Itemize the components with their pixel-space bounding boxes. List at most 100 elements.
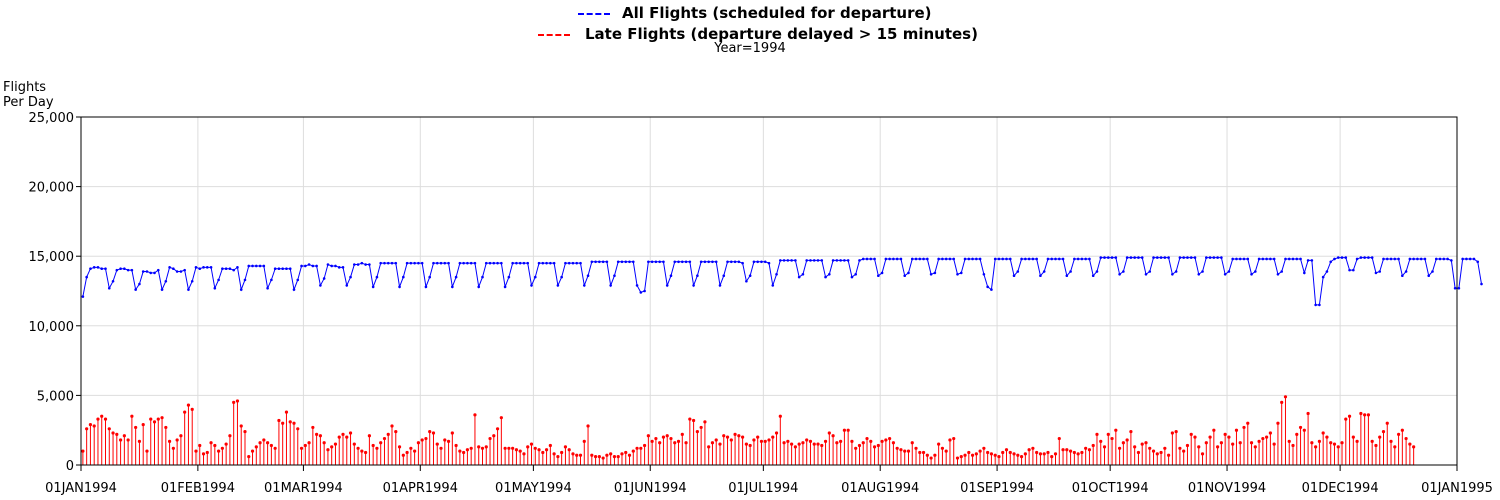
late-flights-point [431,431,436,435]
late-flights-point [201,452,206,456]
late-flights-point [364,450,368,455]
all-flights-point [1333,257,1336,261]
all-flights-point [835,259,839,262]
x-tick-label: 01FEB1994 [161,481,235,496]
all-flights-point [1261,257,1265,261]
all-flights-point [526,261,530,265]
late-flights-point [609,452,613,456]
late-flights-point [944,449,948,453]
late-flights-point [424,436,428,441]
all-flights-point [168,266,171,269]
all-flights-point [609,284,612,287]
late-flights-point [816,442,820,446]
all-flights-point [138,282,141,286]
late-flights-point [989,452,994,456]
all-flights-point [763,260,767,264]
late-flights-point [149,417,153,421]
all-flights-point [1397,257,1400,261]
all-flights-point [337,266,341,269]
all-flights-point [1050,257,1054,261]
all-flights-point [307,263,311,266]
all-flights-point [330,264,333,268]
all-flights-point [959,271,963,275]
all-flights-point [624,260,628,264]
late-flights-point [367,434,371,438]
all-flights-point [322,277,326,280]
all-flights-point [1205,256,1208,259]
late-flights-point [141,423,145,427]
all-flights-point [315,264,318,268]
all-flights-point [1291,257,1295,261]
all-flights-point [616,260,620,264]
all-flights-point [571,261,575,265]
late-flights-point [239,424,243,428]
all-flights-point [156,268,160,272]
late-flights-point [360,449,364,453]
late-flights-point [435,442,439,446]
late-flights-point [884,438,888,442]
late-flights-point [967,450,971,455]
late-flights-point [612,455,617,459]
late-flights-point [1027,448,1031,452]
late-flights-point [1031,446,1035,450]
all-flights-point [926,257,929,261]
late-flights-point [118,438,123,442]
all-flights-point [435,261,439,265]
all-flights-point [1340,256,1344,259]
late-flights-point [390,424,394,428]
x-tick-label: 01MAR1994 [264,481,343,496]
all-flights-point [680,260,684,264]
late-flights-point [284,410,289,414]
all-flights-point [639,291,643,294]
all-flights-point [1223,272,1227,276]
all-flights-point [1235,257,1238,261]
late-flights-point [122,434,126,438]
late-flights-point [1306,411,1310,416]
late-flights-point [503,446,507,450]
late-flights-point [428,429,432,434]
late-flights-point [1219,441,1223,445]
late-flights-point [134,425,138,430]
all-flights-point [884,257,888,261]
late-flights-point [797,442,801,446]
late-flights-point [205,450,209,455]
late-flights-point [880,439,884,443]
all-flights-point [266,286,269,290]
all-flights-point [213,286,217,290]
all-flights-point [530,284,533,287]
late-flights-point [1295,432,1299,436]
late-flights-point [1068,449,1073,453]
all-flights-point [658,260,661,264]
all-flights-point [1442,257,1446,261]
late-flights-point [115,432,119,436]
late-flights-point [292,421,296,425]
late-flights-point [541,450,545,455]
all-flights-point [631,260,635,264]
late-flights-series [81,395,1416,465]
all-flights-point [1295,257,1299,261]
late-flights-point [1287,439,1291,443]
late-flights-point [1344,417,1348,421]
late-flights-point [126,438,130,442]
late-flights-point [1310,441,1314,445]
all-flights-point [292,288,296,291]
late-flights-point [661,435,666,439]
all-flights-point [1434,257,1438,261]
all-flights-point [1148,270,1152,273]
all-flights-point [1227,270,1231,273]
all-flights-point [119,267,122,271]
y-tick-label: 15,000 [29,250,75,265]
late-flights-point [469,446,473,450]
all-flights-point [262,264,266,268]
all-flights-point [1325,270,1329,273]
all-flights-point [971,257,974,261]
legend-swatch-late-flights [538,34,570,36]
all-flights-point [895,257,899,261]
late-flights-point [921,450,926,455]
all-flights-point [582,284,586,287]
late-flights-point [484,445,488,449]
late-flights-point [488,436,492,441]
all-flights-point [1137,256,1140,259]
late-flights-point [81,449,85,453]
all-flights-point [880,271,884,275]
